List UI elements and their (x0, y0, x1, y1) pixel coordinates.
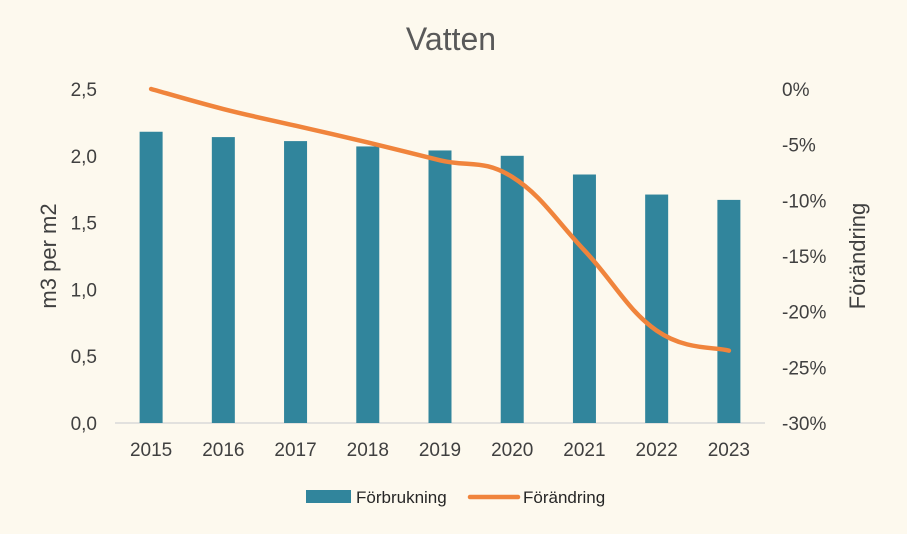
bar-2021 (572, 174, 596, 423)
bar-2016 (211, 137, 235, 423)
y2-tick-label: -10% (782, 191, 826, 212)
bar-2019 (428, 150, 452, 423)
x-tick-2017: 2017 (274, 440, 316, 461)
bar-2022 (645, 194, 669, 423)
x-tick-labels: 2015 2016 2017 2018 2019 2020 2021 2022 2023 (130, 440, 750, 461)
line-forandring (148, 86, 732, 353)
x-tick-2016: 2016 (202, 440, 244, 461)
x-tick-2023: 2023 (708, 440, 750, 461)
y-tick-label: 2,5 (71, 80, 97, 101)
x-tick-2021: 2021 (563, 440, 605, 461)
y2-tick-label: -25% (782, 358, 826, 379)
y2-tick-label: -20% (782, 303, 826, 324)
x-tick-2019: 2019 (419, 440, 461, 461)
y2-tick-label: -5% (782, 136, 816, 157)
y-tick-label: 2,0 (71, 147, 97, 168)
y-tick-label: 1,0 (71, 280, 97, 301)
bar-2015 (139, 131, 163, 423)
y2-tick-label: -30% (782, 414, 826, 435)
line-series-group (148, 86, 732, 353)
bars-group (139, 131, 741, 424)
y2-tick-label: 0% (782, 80, 810, 101)
legend-label-forandring: Förändring (523, 488, 605, 507)
y-tick-label: 1,5 (71, 214, 97, 235)
y2-tick-label: -15% (782, 247, 826, 268)
y-tick-label: 0,5 (71, 347, 97, 368)
x-tick-2015: 2015 (130, 440, 172, 461)
bar-2023 (717, 199, 741, 423)
y2-tick-labels: -30% -25% -20% -15% -10% -5% 0% (782, 80, 826, 435)
legend-swatch-forbrukning (306, 490, 351, 503)
x-tick-2020: 2020 (491, 440, 533, 461)
bar-2018 (356, 146, 380, 423)
chart-title: Vatten (406, 21, 496, 57)
x-tick-2022: 2022 (636, 440, 678, 461)
bar-2017 (284, 141, 308, 423)
y-tick-label: 0,0 (71, 414, 97, 435)
bar-2020 (500, 155, 524, 424)
y-axis-title: m3 per m2 (36, 203, 61, 308)
x-tick-2018: 2018 (347, 440, 389, 461)
y-tick-labels: 0,0 0,5 1,0 1,5 2,0 2,5 (71, 80, 97, 435)
legend-label-forbrukning: Förbrukning (356, 488, 447, 507)
legend: Förbrukning Förändring (306, 488, 605, 507)
y2-axis-title: Förändring (845, 203, 870, 309)
